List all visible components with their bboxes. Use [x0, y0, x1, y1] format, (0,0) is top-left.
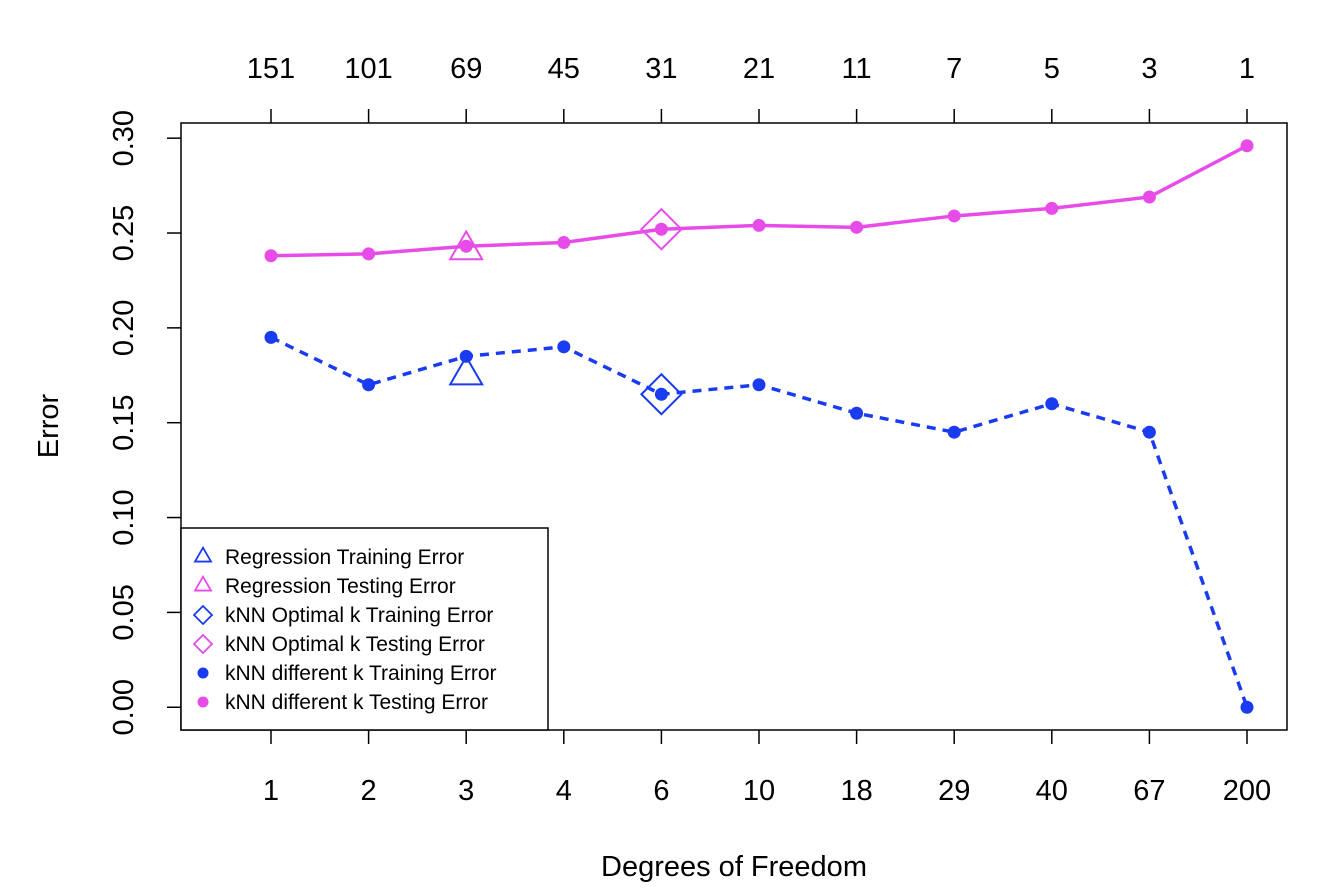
- series-2-point: [264, 249, 278, 263]
- series-2-point: [1045, 201, 1059, 215]
- legend: Regression Training Error Regression Test…: [180, 527, 549, 731]
- legend-diamond-icon: [192, 633, 214, 655]
- x-tick-label: 40: [1036, 775, 1068, 807]
- y-tick-label: 0.15: [108, 394, 140, 450]
- series-2-point: [752, 218, 766, 232]
- series-1-point: [850, 406, 864, 420]
- marker-diamond-4: [639, 207, 683, 251]
- top-tick-label: 31: [645, 53, 677, 85]
- x-tick-label: 29: [938, 775, 970, 807]
- series-line-2: [270, 144, 1248, 258]
- legend-entry-label: kNN different k Testing Error: [225, 691, 488, 714]
- legend-entry-label: Regression Testing Error: [225, 575, 456, 598]
- legend-triangle-icon: [193, 574, 213, 592]
- legend-dot-icon: [197, 696, 209, 708]
- y-tick-label: 0.10: [108, 489, 140, 545]
- top-tick-label: 151: [247, 53, 295, 85]
- legend-entry-label: kNN different k Training Error: [225, 662, 497, 685]
- x-tick-label: 1: [263, 775, 279, 807]
- series-2-point: [654, 222, 668, 236]
- y-tick-label: 0.20: [108, 300, 140, 356]
- y-tick-label: 0.25: [108, 205, 140, 261]
- legend-box: [180, 527, 549, 731]
- legend-dot-icon: [197, 667, 209, 679]
- series-1-point: [752, 378, 766, 392]
- legend-entry-label: kNN Optimal k Training Error: [225, 604, 493, 627]
- x-tick-label: 3: [458, 775, 474, 807]
- marker-triangle-1: [448, 354, 484, 386]
- top-tick-label: 21: [743, 53, 775, 85]
- plot-area: [264, 139, 1254, 714]
- top-tick-label: 11: [842, 53, 872, 85]
- legend-entry-label: kNN Optimal k Testing Error: [225, 633, 485, 656]
- x-tick-label: 6: [653, 775, 669, 807]
- series-1-point: [1142, 425, 1156, 439]
- series-1-point: [557, 340, 571, 354]
- plot-frame: [180, 122, 1288, 731]
- x-tick-label: 10: [743, 775, 775, 807]
- x-tick-label: 67: [1133, 775, 1165, 807]
- x-axis-title: Degrees of Freedom: [601, 851, 867, 883]
- series-2-point: [557, 236, 571, 250]
- x-tick-label: 2: [361, 775, 377, 807]
- series-2-point: [459, 239, 473, 253]
- series-2-point: [1142, 190, 1156, 204]
- legend-diamond-icon: [192, 604, 214, 626]
- series-1-point: [654, 387, 668, 401]
- legend-triangle-icon: [193, 545, 213, 563]
- top-tick-label: 7: [946, 53, 962, 85]
- y-tick-label: 0.30: [108, 110, 140, 166]
- y-tick-label: 0.00: [108, 679, 140, 735]
- top-tick-label: 45: [548, 53, 580, 85]
- marker-diamond-3: [639, 372, 683, 416]
- top-tick-label: 1: [1239, 53, 1255, 85]
- legend-entry-label: Regression Training Error: [225, 546, 464, 569]
- series-1-point: [264, 330, 278, 344]
- series-2-point: [1240, 139, 1254, 153]
- series-1-point: [362, 378, 376, 392]
- top-tick-label: 3: [1141, 53, 1157, 85]
- series-1-point: [1045, 397, 1059, 411]
- y-axis-title: Error: [33, 393, 65, 458]
- series-2-point: [947, 209, 961, 223]
- series-2-point: [362, 247, 376, 261]
- series-2-point: [850, 220, 864, 234]
- x-tick-label: 200: [1223, 775, 1271, 807]
- series-1-point: [1240, 700, 1254, 714]
- top-tick-label: 69: [450, 53, 482, 85]
- x-tick-label: 18: [840, 775, 872, 807]
- marker-triangle-2: [448, 229, 484, 261]
- top-tick-label: 101: [344, 53, 392, 85]
- x-tick-label: 4: [556, 775, 572, 807]
- top-tick-label: 5: [1044, 53, 1060, 85]
- y-tick-label: 0.05: [108, 584, 140, 640]
- series-1-point: [947, 425, 961, 439]
